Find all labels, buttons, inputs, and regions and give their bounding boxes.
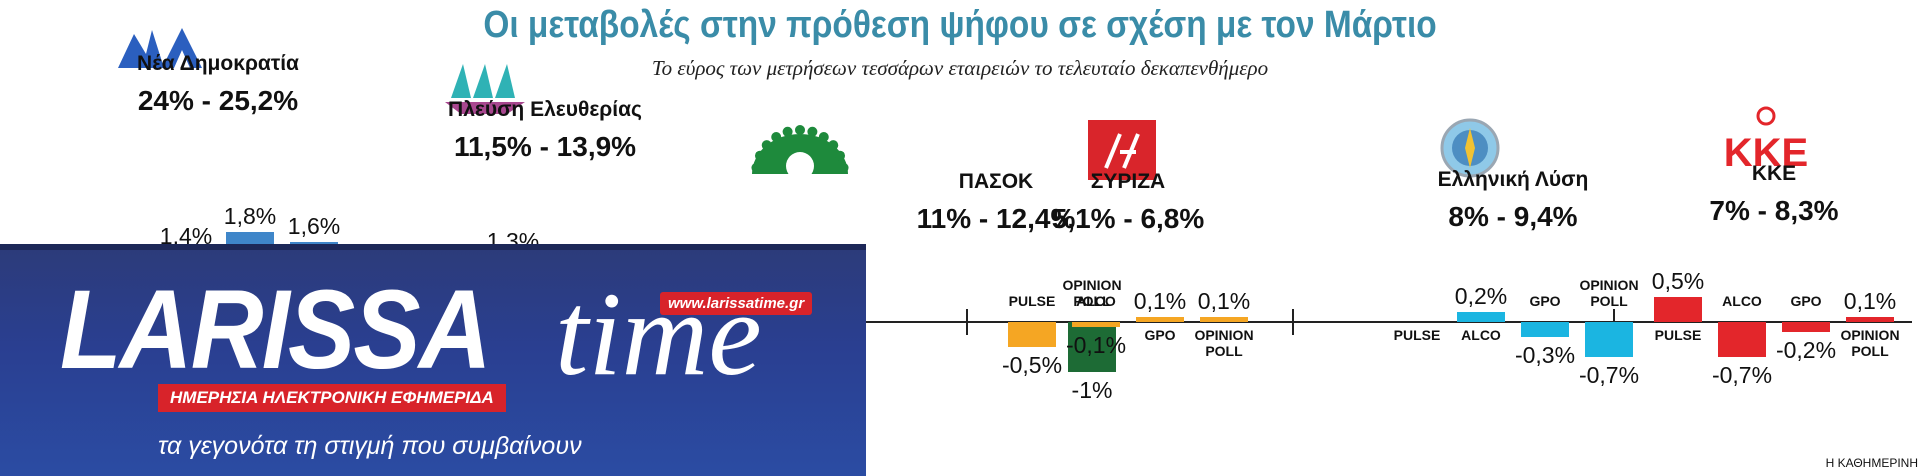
party-name: ΣΥΡΙΖΑ [1091, 170, 1165, 193]
pasok-ray-icon [782, 126, 793, 137]
kke-logo-icon: KKE [1724, 131, 1808, 175]
nd-logo-icon [118, 30, 164, 68]
category-label: POLL [1851, 343, 1889, 359]
pasok-ray-icon [835, 150, 846, 161]
pasok-ray-icon [771, 131, 782, 142]
pasok-ray-icon [828, 140, 839, 151]
bar-4-alco [1072, 322, 1120, 327]
watermark-tagline: ΗΜΕΡΗΣΙΑ ΗΛΕΚΤΡΟΝΙΚΗ ΕΦΗΜΕΡΙΔΑ [158, 384, 506, 412]
party-range: 11% - 12,4% [917, 203, 1076, 234]
value-label: -0,1% [1066, 332, 1126, 358]
bar-6-pulse [1654, 297, 1702, 322]
category-label: GPO [1144, 327, 1175, 343]
bar-6-opinion-poll [1846, 317, 1894, 322]
value-label: -0,3% [1515, 342, 1575, 368]
category-label: POLL [1590, 293, 1628, 309]
pasok-ray-icon [754, 150, 765, 161]
category-label: PULSE [1394, 327, 1441, 343]
pasok-ray-icon [751, 162, 762, 173]
value-label: 0,2% [1455, 283, 1507, 309]
plefsi-sail-icon [451, 64, 471, 98]
category-label: ALCO [1076, 293, 1116, 309]
source-credit: Η ΚΑΘΗΜΕΡΙΝΗ [1825, 456, 1918, 470]
category-label: OPINION [1840, 327, 1899, 343]
value-label: -0,7% [1712, 362, 1772, 388]
banner-top-stripe [0, 244, 866, 250]
pasok-ray-icon [838, 162, 849, 173]
party-name: Νέα Δημοκρατία [137, 52, 299, 75]
bar-6-gpo [1782, 322, 1830, 332]
kke-hammer-sickle-icon [1756, 106, 1776, 126]
value-label: -0,7% [1579, 362, 1639, 388]
value-label: 0,1% [1134, 288, 1186, 314]
party-range: 24% - 25,2% [138, 85, 298, 116]
value-label: 1,6% [288, 213, 340, 239]
bar-5-alco [1457, 312, 1505, 322]
pasok-ray-icon [818, 131, 829, 142]
watermark-url: www.larissatime.gr [660, 292, 813, 315]
bar-4-opinion-poll [1200, 317, 1248, 322]
watermark-brand: LARISSA [60, 267, 492, 392]
party-range: 11,5% - 13,9% [454, 131, 636, 162]
chart-subtitle: Το εύρος των μετρήσεων τεσσάρων εταιρειώ… [651, 56, 1269, 80]
chart-title: Οι μεταβολές στην πρόθεση ψήφου σε σχέση… [483, 4, 1437, 46]
plefsi-sail-icon [495, 64, 515, 98]
pasok-ray-icon [795, 125, 805, 135]
syriza-star-icon [1104, 133, 1140, 169]
watermark-banner: LARISSA time www.larissatime.gr ΗΜΕΡΗΣΙΑ… [0, 244, 866, 476]
bar-4-pulse [1008, 322, 1056, 347]
category-label: GPO [1529, 293, 1560, 309]
plefsi-sail-icon [473, 64, 493, 98]
pasok-sun-center-icon [786, 152, 814, 180]
category-label: PULSE [1009, 293, 1056, 309]
party-name: Πλεύση Ελευθερίας [448, 98, 642, 121]
value-label: 0,1% [1198, 288, 1250, 314]
category-label: OPINION [1194, 327, 1253, 343]
category-label: GPO [1790, 293, 1821, 309]
compass-needle-icon [1465, 128, 1475, 168]
bar-4-gpo [1136, 317, 1184, 322]
bar-5-gpo [1521, 322, 1569, 337]
category-label: PULSE [1655, 327, 1702, 343]
category-label: OPINION [1062, 277, 1121, 293]
plefsi-boat-icon [445, 102, 525, 114]
party-name: ΚΚΕ [1752, 162, 1796, 185]
category-label: ALCO [1722, 293, 1762, 309]
category-label: POLL [1205, 343, 1243, 359]
value-label: -0,2% [1776, 337, 1836, 363]
category-label: OPINION [1579, 277, 1638, 293]
nd-logo-icon-a [162, 28, 202, 68]
party-range: 7% - 8,3% [1709, 195, 1838, 226]
value-label: -1% [1072, 377, 1113, 403]
value-label: -0,5% [1002, 352, 1062, 378]
watermark-slogan: τα γεγονότα τη στιγμή που συμβαίνουν [158, 432, 582, 460]
value-label: 0,1% [1844, 288, 1896, 314]
party-name: Ελληνική Λύση [1438, 168, 1589, 191]
party-range: 5,1% - 6,8% [1052, 203, 1205, 234]
bar-3-opinion-poll [1068, 322, 1116, 372]
pasok-ray-icon [761, 140, 772, 151]
party-name: ΠΑΣΟΚ [959, 170, 1033, 193]
category-label: POLL [1073, 293, 1111, 309]
value-label: 0,5% [1652, 268, 1704, 294]
bar-6-alco [1718, 322, 1766, 357]
pasok-ray-icon [807, 126, 818, 137]
category-label: ALCO [1461, 327, 1501, 343]
party-range: 8% - 9,4% [1448, 201, 1577, 232]
value-label: 1,8% [224, 203, 276, 229]
bar-5-opinion-poll [1585, 322, 1633, 357]
